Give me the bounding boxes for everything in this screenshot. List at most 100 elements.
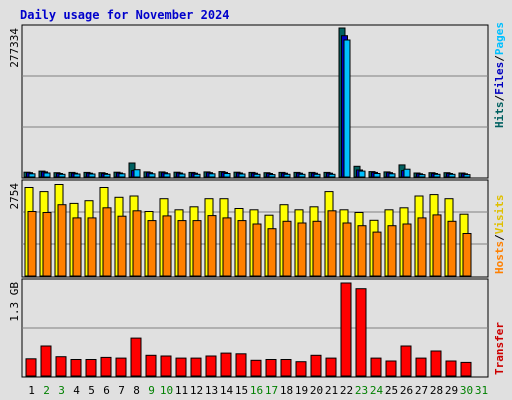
transfer-bar-16 bbox=[250, 359, 262, 377]
hosts-bar-9 bbox=[147, 220, 157, 277]
transfer-bar-9 bbox=[145, 354, 157, 377]
hosts-bar-14 bbox=[222, 217, 232, 277]
hosts-bar-13 bbox=[207, 215, 217, 277]
hosts-bar-10 bbox=[162, 215, 172, 277]
hosts-bar-20 bbox=[312, 220, 322, 277]
hosts-bar-16 bbox=[252, 223, 262, 277]
transfer-bar-22 bbox=[340, 282, 352, 377]
transfer-bar-5 bbox=[85, 359, 97, 377]
transfer-panel: 1.3 GB Transfer bbox=[8, 278, 506, 378]
day-label-4: 4 bbox=[73, 384, 80, 397]
legend-files: Files bbox=[493, 62, 506, 95]
transfer-bar-1 bbox=[25, 358, 37, 377]
hits-panel-frame bbox=[21, 24, 489, 179]
pages-bar-19 bbox=[298, 173, 306, 178]
transfer-bar-3 bbox=[55, 356, 67, 377]
transfer-bar-28 bbox=[430, 350, 442, 377]
pages-bar-22 bbox=[343, 39, 351, 178]
transfer-bar-25 bbox=[385, 360, 397, 377]
day-label-16: 16 bbox=[250, 384, 263, 397]
hosts-bar-22 bbox=[342, 222, 352, 277]
hosts-bar-8 bbox=[132, 210, 142, 277]
pages-bar-20 bbox=[313, 173, 321, 178]
hits-ymax-label: 277334 bbox=[8, 28, 21, 68]
legend-hosts: Hosts bbox=[493, 241, 506, 274]
day-label-22: 22 bbox=[340, 384, 353, 397]
transfer-ymax-label: 1.3 GB bbox=[8, 282, 21, 322]
pages-bar-16 bbox=[253, 173, 261, 178]
day-label-11: 11 bbox=[175, 384, 188, 397]
hosts-bar-11 bbox=[177, 220, 187, 277]
pages-bar-27 bbox=[418, 174, 426, 178]
hits-panel: 277334 Hits/Files/Pages bbox=[8, 22, 506, 179]
day-label-23: 23 bbox=[355, 384, 368, 397]
pages-bar-17 bbox=[268, 174, 276, 178]
visits-panel: 2754 Hosts/Visits bbox=[8, 179, 506, 278]
pages-bar-2 bbox=[43, 172, 51, 178]
day-labels: 1 2 3 4 5 6 7 8 9 10 11 12 13 14 15 16 17 18 19 20 21 22 23 24 2… bbox=[28, 384, 488, 397]
transfer-bar-11 bbox=[175, 357, 187, 377]
transfer-side-legend: Transfer bbox=[493, 322, 506, 375]
pages-bar-8 bbox=[133, 169, 141, 178]
transfer-bars bbox=[25, 282, 472, 377]
transfer-bar-19 bbox=[295, 361, 307, 377]
transfer-bar-13 bbox=[205, 355, 217, 377]
hits-side-legend: Hits/Files/Pages bbox=[493, 22, 506, 128]
day-label-7: 7 bbox=[118, 384, 125, 397]
day-label-29: 29 bbox=[445, 384, 458, 397]
hosts-bar-23 bbox=[357, 225, 367, 277]
hosts-bar-21 bbox=[327, 210, 337, 277]
day-label-30: 30 bbox=[460, 384, 473, 397]
pages-bar-15 bbox=[238, 173, 246, 178]
hosts-bar-3 bbox=[57, 204, 67, 277]
transfer-bar-18 bbox=[280, 359, 292, 377]
transfer-bar-27 bbox=[415, 357, 427, 377]
hosts-bar-28 bbox=[432, 214, 442, 277]
hosts-bar-30 bbox=[462, 233, 472, 277]
chart-title: Daily usage for November 2024 bbox=[20, 8, 230, 22]
pages-bar-28 bbox=[433, 173, 441, 178]
transfer-bar-4 bbox=[70, 359, 82, 377]
legend-hits: Hits bbox=[493, 102, 506, 129]
pages-bar-13 bbox=[208, 173, 216, 178]
pages-bar-3 bbox=[58, 173, 66, 178]
day-label-18: 18 bbox=[280, 384, 293, 397]
day-label-1: 1 bbox=[28, 384, 35, 397]
hosts-bar-1 bbox=[27, 211, 37, 277]
pages-bar-11 bbox=[178, 173, 186, 178]
transfer-bar-8 bbox=[130, 337, 142, 377]
day-label-10: 10 bbox=[160, 384, 173, 397]
legend-visits: Visits bbox=[493, 195, 506, 235]
hosts-bar-2 bbox=[42, 212, 52, 277]
day-label-13: 13 bbox=[205, 384, 218, 397]
visits-bars bbox=[24, 184, 472, 277]
visits-side-legend: Hosts/Visits bbox=[493, 195, 506, 275]
hosts-bar-18 bbox=[282, 220, 292, 277]
transfer-bar-2 bbox=[40, 345, 52, 377]
day-label-12: 12 bbox=[190, 384, 203, 397]
pages-bar-9 bbox=[148, 173, 156, 178]
pages-bar-1 bbox=[28, 173, 36, 178]
hosts-bar-4 bbox=[72, 217, 82, 277]
day-label-21: 21 bbox=[325, 384, 338, 397]
transfer-bar-20 bbox=[310, 354, 322, 377]
transfer-bar-24 bbox=[370, 357, 382, 377]
hosts-bar-12 bbox=[192, 220, 202, 277]
pages-bar-4 bbox=[73, 173, 81, 178]
pages-bar-18 bbox=[283, 173, 291, 178]
pages-bar-30 bbox=[463, 174, 471, 178]
day-label-19: 19 bbox=[295, 384, 308, 397]
hosts-bar-6 bbox=[102, 207, 112, 277]
transfer-bar-6 bbox=[100, 356, 112, 377]
hosts-bar-29 bbox=[447, 220, 457, 277]
pages-bar-6 bbox=[103, 173, 111, 178]
hosts-bar-24 bbox=[372, 231, 382, 277]
day-label-27: 27 bbox=[415, 384, 428, 397]
transfer-bar-30 bbox=[460, 361, 472, 377]
pages-bar-23 bbox=[358, 170, 366, 178]
transfer-bar-10 bbox=[160, 355, 172, 377]
day-label-31: 31 bbox=[475, 384, 488, 397]
hosts-bar-26 bbox=[402, 223, 412, 277]
transfer-bar-14 bbox=[220, 352, 232, 377]
